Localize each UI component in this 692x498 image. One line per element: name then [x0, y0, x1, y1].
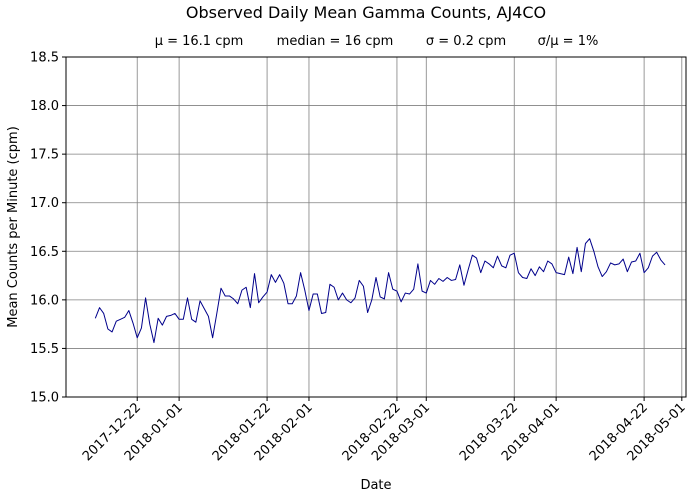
subtitle-sigma: σ = 0.2 cpm — [426, 34, 506, 49]
subtitle-median: median = 16 cpm — [277, 34, 394, 49]
y-tick-label: 17.0 — [30, 196, 59, 211]
y-tick-label: 15.0 — [30, 391, 59, 406]
y-tick-label: 17.5 — [30, 148, 59, 163]
y-tick-label: 16.5 — [30, 245, 59, 260]
y-tick-label: 15.5 — [30, 342, 59, 357]
y-tick-label: 18.0 — [30, 99, 59, 114]
plot-frame — [65, 56, 687, 398]
series-line-0 — [94, 238, 666, 344]
subtitle-cv: σ/μ = 1% — [538, 34, 599, 49]
chart-title: Observed Daily Mean Gamma Counts, AJ4CO — [186, 3, 546, 22]
subtitle-mean: μ = 16.1 cpm — [155, 34, 244, 49]
x-axis-label: Date — [360, 478, 391, 493]
y-tick-label: 18.5 — [30, 51, 59, 66]
plot-area — [94, 238, 666, 344]
y-axis-label: Mean Counts per Minute (cpm) — [6, 126, 21, 328]
y-tick-label: 16.0 — [30, 293, 59, 308]
grid-lines — [66, 56, 686, 398]
